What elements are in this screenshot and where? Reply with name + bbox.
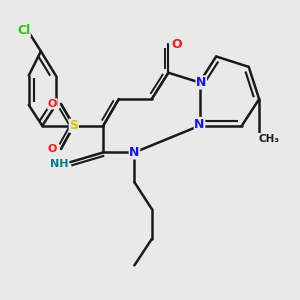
Text: O: O bbox=[172, 38, 182, 51]
Text: O: O bbox=[48, 144, 57, 154]
Text: N: N bbox=[129, 146, 140, 159]
Text: NH: NH bbox=[50, 159, 68, 169]
Text: CH₃: CH₃ bbox=[258, 134, 279, 144]
Text: Cl: Cl bbox=[17, 24, 30, 37]
Text: O: O bbox=[48, 99, 57, 109]
Text: N: N bbox=[194, 118, 205, 130]
Text: N: N bbox=[196, 76, 206, 89]
Text: S: S bbox=[69, 119, 78, 132]
